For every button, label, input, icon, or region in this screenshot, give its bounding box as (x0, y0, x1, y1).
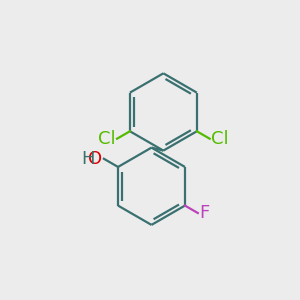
Text: Cl: Cl (211, 130, 229, 148)
Text: H: H (81, 150, 94, 168)
Text: O: O (88, 150, 102, 168)
Text: F: F (199, 204, 210, 222)
Text: Cl: Cl (98, 130, 116, 148)
